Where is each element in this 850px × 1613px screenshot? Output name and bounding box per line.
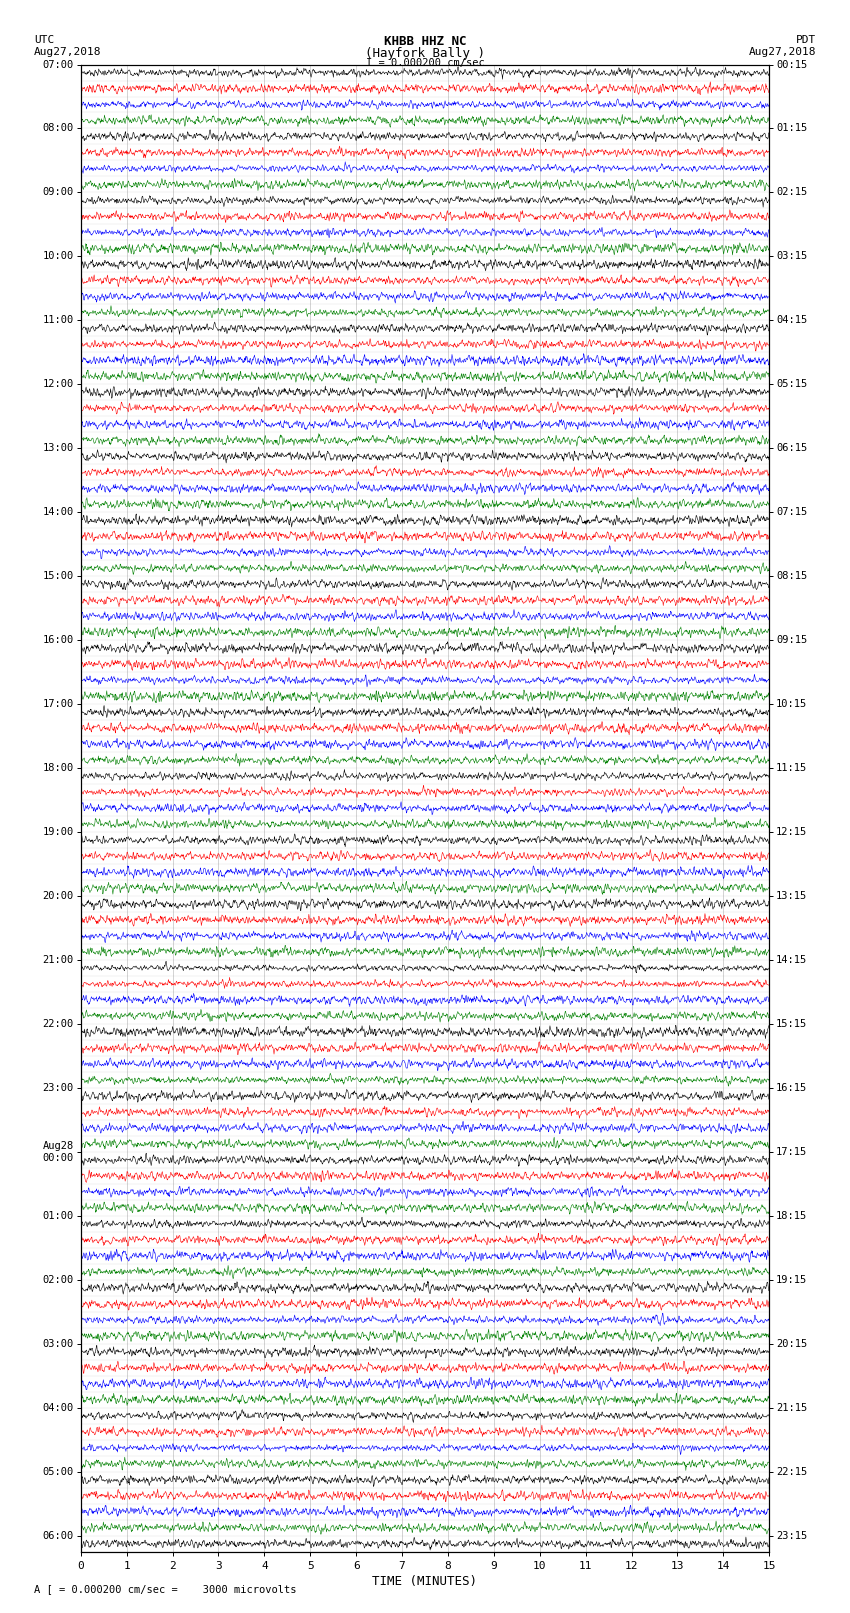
Text: A [ = 0.000200 cm/sec =    3000 microvolts: A [ = 0.000200 cm/sec = 3000 microvolts bbox=[34, 1584, 297, 1594]
Text: (Hayfork Bally ): (Hayfork Bally ) bbox=[365, 47, 485, 60]
Text: KHBB HHZ NC: KHBB HHZ NC bbox=[383, 35, 467, 48]
Text: PDT: PDT bbox=[796, 35, 816, 45]
X-axis label: TIME (MINUTES): TIME (MINUTES) bbox=[372, 1574, 478, 1587]
Text: I = 0.000200 cm/sec: I = 0.000200 cm/sec bbox=[366, 58, 484, 68]
Text: Aug27,2018: Aug27,2018 bbox=[34, 47, 101, 56]
Text: UTC: UTC bbox=[34, 35, 54, 45]
Text: Aug27,2018: Aug27,2018 bbox=[749, 47, 816, 56]
